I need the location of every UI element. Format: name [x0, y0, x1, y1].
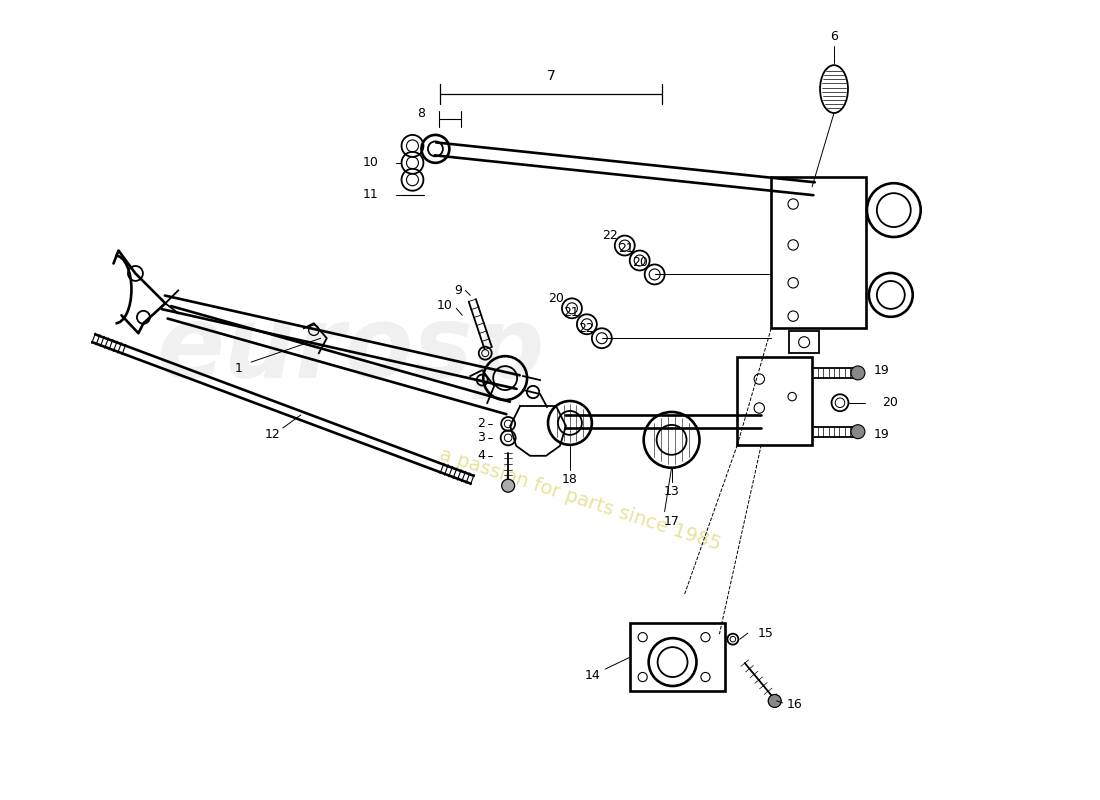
Circle shape [851, 366, 865, 380]
Text: 7: 7 [547, 69, 556, 83]
Text: a passion for parts since 1985: a passion for parts since 1985 [437, 445, 723, 554]
Text: 20: 20 [548, 292, 564, 305]
Bar [737, 357, 812, 445]
Text: 18: 18 [562, 474, 578, 486]
Text: 20: 20 [631, 256, 648, 269]
Bar [630, 623, 725, 691]
Text: 21: 21 [618, 242, 634, 255]
Text: 22: 22 [602, 229, 617, 242]
Text: 4: 4 [477, 450, 485, 462]
Circle shape [768, 694, 781, 707]
Text: 21: 21 [563, 306, 579, 319]
Text: 9: 9 [454, 284, 462, 297]
Text: 2: 2 [477, 418, 485, 430]
Text: 17: 17 [663, 515, 680, 528]
Text: 19: 19 [873, 428, 890, 441]
Text: 16: 16 [786, 698, 802, 711]
Text: 3: 3 [477, 431, 485, 444]
Text: 6: 6 [830, 30, 838, 42]
Text: 19: 19 [873, 364, 890, 377]
Text: 10: 10 [437, 299, 452, 312]
Text: 11: 11 [363, 188, 378, 202]
Circle shape [851, 425, 865, 438]
Text: 8: 8 [417, 106, 426, 119]
Circle shape [502, 479, 515, 492]
Text: 1: 1 [235, 362, 243, 374]
Text: 22: 22 [578, 322, 594, 334]
Text: 13: 13 [663, 485, 680, 498]
Bar [789, 331, 820, 353]
Text: 12: 12 [265, 428, 280, 442]
Text: 15: 15 [758, 626, 773, 640]
Text: 10: 10 [363, 156, 378, 170]
Text: 20: 20 [882, 396, 898, 410]
Text: 14: 14 [584, 669, 601, 682]
Text: eurosp: eurosp [156, 302, 544, 398]
Bar [771, 177, 866, 328]
